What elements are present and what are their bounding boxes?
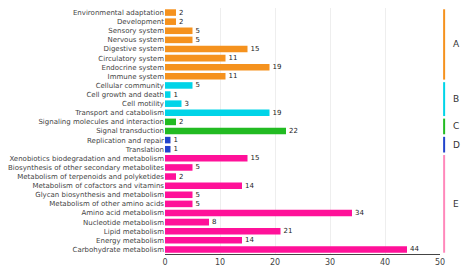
svg-text:Signaling molecules and intera: Signaling molecules and interaction: [38, 118, 164, 126]
svg-text:11: 11: [229, 72, 238, 80]
svg-text:Circulatory system: Circulatory system: [98, 55, 164, 63]
svg-text:5: 5: [196, 27, 200, 35]
svg-text:14: 14: [245, 236, 254, 244]
svg-text:Metabolism of terpenoids and p: Metabolism of terpenoids and polyketides: [17, 173, 164, 181]
svg-text:Biosynthesis of other secondar: Biosynthesis of other secondary metaboli…: [8, 164, 164, 172]
svg-text:Digestive system: Digestive system: [104, 45, 165, 53]
svg-text:34: 34: [355, 209, 364, 217]
svg-text:Metabolism of cofactors and vi: Metabolism of cofactors and vitamins: [32, 182, 164, 190]
svg-text:B: B: [453, 94, 459, 104]
svg-text:5: 5: [196, 191, 200, 199]
svg-text:Signal transduction: Signal transduction: [96, 127, 164, 135]
svg-text:Energy metabolism: Energy metabolism: [96, 237, 164, 245]
svg-text:1: 1: [174, 91, 178, 99]
svg-text:Amino acid metabolism: Amino acid metabolism: [82, 209, 165, 217]
svg-text:5: 5: [196, 200, 200, 208]
svg-text:D: D: [453, 140, 460, 150]
svg-text:Nucleotide metabolism: Nucleotide metabolism: [83, 219, 164, 227]
svg-text:Environmental adaptation: Environmental adaptation: [73, 9, 164, 17]
svg-text:Lipid metabolism: Lipid metabolism: [104, 228, 164, 236]
svg-text:2: 2: [179, 9, 183, 17]
svg-text:0: 0: [162, 258, 167, 267]
svg-text:8: 8: [212, 218, 216, 226]
svg-text:Carbohydrate metabolism: Carbohydrate metabolism: [73, 246, 165, 254]
svg-text:19: 19: [273, 109, 282, 117]
svg-text:11: 11: [229, 54, 238, 62]
svg-text:10: 10: [215, 258, 225, 267]
svg-text:1: 1: [174, 136, 178, 144]
svg-text:Sensory system: Sensory system: [108, 27, 164, 35]
svg-text:Cell motility: Cell motility: [122, 100, 164, 108]
svg-text:50: 50: [435, 258, 445, 267]
svg-text:E: E: [453, 199, 459, 209]
svg-text:40: 40: [380, 258, 390, 267]
svg-text:44: 44: [410, 245, 419, 253]
svg-text:22: 22: [289, 127, 298, 135]
svg-text:5: 5: [196, 163, 200, 171]
svg-text:3: 3: [185, 100, 189, 108]
svg-text:Glycan biosynthesis and metabo: Glycan biosynthesis and metabolism: [35, 191, 164, 199]
svg-text:C: C: [453, 121, 459, 131]
svg-text:15: 15: [251, 45, 260, 53]
svg-text:2: 2: [179, 118, 183, 126]
svg-text:Xenobiotics biodegradation and: Xenobiotics biodegradation and metabolis…: [9, 155, 164, 163]
svg-text:21: 21: [284, 227, 293, 235]
svg-text:20: 20: [270, 258, 280, 267]
svg-text:14: 14: [245, 182, 254, 190]
svg-text:Development: Development: [117, 18, 164, 26]
svg-text:Cellular community: Cellular community: [96, 82, 164, 90]
svg-text:Immune system: Immune system: [108, 73, 165, 81]
svg-text:2: 2: [179, 18, 183, 26]
svg-text:5: 5: [196, 36, 200, 44]
svg-text:Cell growth and death: Cell growth and death: [86, 91, 164, 99]
svg-text:5: 5: [196, 81, 200, 89]
svg-text:Endocrine system: Endocrine system: [101, 64, 164, 72]
svg-text:Replication and repair: Replication and repair: [87, 137, 164, 145]
svg-text:15: 15: [251, 154, 260, 162]
svg-text:Translation: Translation: [125, 146, 164, 154]
svg-text:A: A: [453, 39, 460, 49]
svg-text:Transport and catabolism: Transport and catabolism: [74, 109, 164, 117]
svg-text:1: 1: [174, 145, 178, 153]
svg-text:Metabolism of other amino acid: Metabolism of other amino acids: [49, 200, 164, 208]
svg-text:2: 2: [179, 173, 183, 181]
svg-text:Nervous system: Nervous system: [108, 36, 165, 44]
svg-text:30: 30: [325, 258, 335, 267]
svg-text:19: 19: [273, 63, 282, 71]
